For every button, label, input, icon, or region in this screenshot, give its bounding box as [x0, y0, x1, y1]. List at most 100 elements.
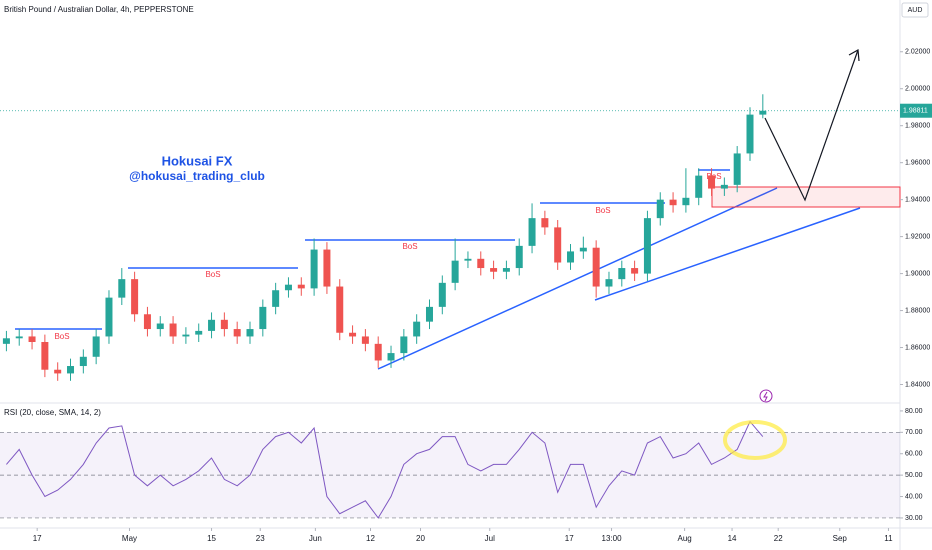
candle-body	[438, 282, 446, 307]
candle-body	[631, 268, 639, 274]
candle-body	[656, 199, 664, 219]
candle-body	[272, 290, 280, 307]
candle-body	[143, 314, 151, 330]
y-tick-label: 70.00	[905, 429, 923, 436]
candle-body	[336, 286, 344, 333]
candle-body	[682, 197, 690, 206]
y-tick-label: 1.96000	[905, 160, 930, 167]
candle-body	[169, 323, 177, 337]
x-tick-label: 14	[728, 534, 737, 543]
candle-body	[528, 218, 536, 246]
candle-body	[387, 353, 395, 361]
y-tick-label: 1.98000	[905, 123, 930, 130]
y-tick-label: 60.00	[905, 451, 923, 458]
candle-body	[669, 199, 677, 206]
candle-body	[541, 218, 549, 228]
candle-body	[515, 245, 523, 269]
y-tick-label: 1.94000	[905, 196, 930, 203]
trendline	[377, 187, 778, 370]
candle-body	[182, 334, 190, 337]
y-tick-label: 30.00	[905, 515, 923, 522]
x-tick-label: 20	[416, 534, 425, 543]
candle-body	[464, 258, 472, 261]
candle-body	[592, 247, 600, 287]
y-tick-label: 50.00	[905, 472, 923, 479]
x-tick-label: 17	[33, 534, 42, 543]
candle-body	[579, 247, 587, 252]
y-tick-label: 1.88000	[905, 307, 930, 314]
candle-body	[349, 332, 357, 337]
candle-body	[554, 227, 562, 263]
alert-icon[interactable]	[759, 389, 773, 403]
candle-body	[67, 366, 75, 374]
x-tick-label: 17	[565, 534, 574, 543]
candle-body	[259, 306, 267, 330]
currency: AUD	[908, 7, 923, 14]
bos-label: BoS	[402, 242, 417, 251]
drawings	[15, 169, 861, 370]
candle-body	[618, 268, 626, 280]
candle-body	[567, 251, 575, 263]
x-tick-label: 15	[207, 534, 216, 543]
x-tick-label: Jul	[485, 534, 495, 543]
projection-arrow	[764, 49, 859, 202]
candle-body	[413, 321, 421, 337]
candle-body	[759, 110, 767, 115]
candle-body	[361, 336, 369, 344]
bos-label: BoS	[54, 332, 69, 341]
trendline	[594, 207, 861, 301]
y-tick-label: 2.00000	[905, 86, 930, 93]
candle-body	[2, 338, 10, 344]
candle-body	[490, 268, 498, 272]
x-tick-label: 12	[366, 534, 375, 543]
candle-body	[451, 260, 459, 283]
x-tick-label: 23	[256, 534, 265, 543]
x-tick-label: 11	[884, 534, 893, 543]
rsi-title: RSI (20, close, SMA, 14, 2)	[4, 408, 101, 417]
candle-body	[41, 341, 49, 370]
x-tick-label: Sep	[833, 534, 848, 543]
highlight	[723, 420, 787, 460]
candle-body	[79, 356, 87, 367]
candle-body	[400, 336, 408, 354]
currency-box[interactable]	[901, 2, 929, 18]
candle-body	[92, 336, 100, 357]
candle-body	[28, 336, 36, 342]
candle-body	[310, 249, 318, 289]
y-tick-label: 1.92000	[905, 233, 930, 240]
bos-label: BoS	[205, 270, 220, 279]
y-tick-label: 40.00	[905, 493, 923, 500]
candle-body	[220, 319, 228, 330]
alert-icon-bolt	[763, 391, 768, 402]
candle-body	[15, 336, 23, 339]
candle-body	[477, 258, 485, 269]
candle-body	[118, 279, 126, 298]
candle-body	[105, 297, 113, 337]
watermark: Hokusai FX	[162, 153, 233, 168]
x-tick-label: Aug	[677, 534, 691, 543]
bos-label: BoS	[595, 206, 610, 215]
candle-body	[284, 284, 292, 291]
candle-body	[54, 369, 62, 374]
last-price-label: 1.98811	[903, 108, 928, 115]
candle-body	[502, 268, 510, 272]
y-tick-label: 1.86000	[905, 344, 930, 351]
candle-body	[323, 249, 331, 287]
y-tick-label: 1.84000	[905, 381, 930, 388]
candle-body	[733, 153, 741, 185]
chart-title: British Pound / Australian Dollar, 4h, P…	[4, 5, 194, 14]
candle-body	[233, 329, 241, 337]
candle-body	[297, 284, 305, 289]
candle-body	[246, 329, 254, 337]
x-tick-label: 13:00	[602, 534, 623, 543]
candle-body	[708, 175, 716, 189]
arrow-head	[848, 49, 860, 62]
candle-body	[208, 319, 216, 331]
x-tick-label: 22	[774, 534, 783, 543]
last-price-tag	[900, 103, 932, 118]
candle-body	[425, 306, 433, 322]
candle-body	[374, 343, 382, 361]
